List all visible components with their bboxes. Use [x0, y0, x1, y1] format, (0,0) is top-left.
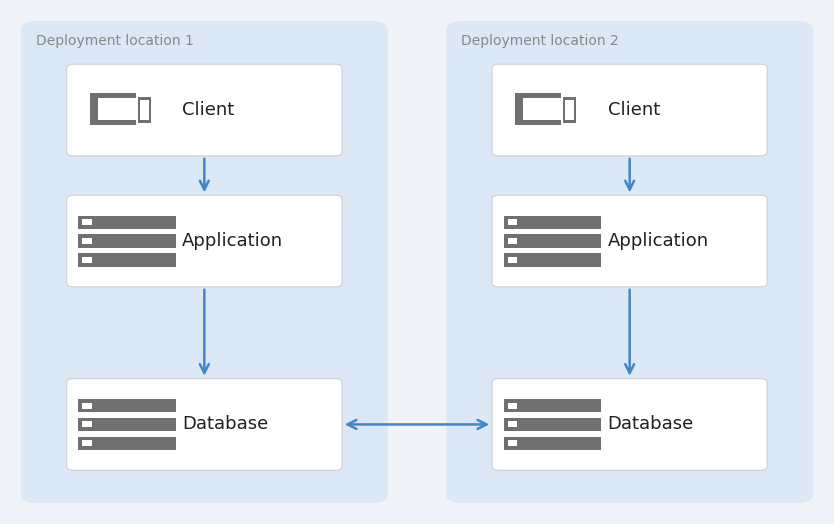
Text: Deployment location 1: Deployment location 1 [36, 34, 193, 48]
Bar [90, 94, 98, 125]
Text: Client: Client [183, 101, 234, 119]
Bar [83, 257, 92, 263]
Bar [515, 94, 523, 125]
FancyBboxPatch shape [67, 378, 342, 471]
Text: Application: Application [608, 232, 709, 250]
Bar [504, 418, 601, 431]
Bar [90, 93, 135, 98]
Bar [90, 120, 135, 125]
Bar [504, 215, 601, 229]
Text: Application: Application [183, 232, 284, 250]
Bar [78, 418, 176, 431]
Bar [138, 97, 151, 123]
FancyBboxPatch shape [492, 378, 767, 471]
Bar [78, 436, 176, 450]
Bar [508, 421, 517, 428]
Bar [504, 399, 601, 412]
Bar [508, 402, 517, 409]
Bar [78, 399, 176, 412]
Text: Database: Database [608, 416, 694, 433]
FancyBboxPatch shape [492, 195, 767, 287]
Bar [83, 421, 92, 428]
Bar [508, 219, 517, 225]
FancyBboxPatch shape [67, 64, 342, 156]
Bar [83, 238, 92, 244]
Bar [504, 436, 601, 450]
Bar [508, 440, 517, 446]
Bar [565, 101, 574, 119]
Bar [515, 93, 560, 98]
Bar [78, 234, 176, 248]
Bar [139, 101, 148, 119]
Text: Database: Database [183, 416, 269, 433]
Bar [508, 257, 517, 263]
Bar [515, 120, 560, 125]
Bar [504, 234, 601, 248]
FancyBboxPatch shape [21, 21, 388, 503]
FancyBboxPatch shape [67, 195, 342, 287]
Bar [78, 215, 176, 229]
Bar [83, 402, 92, 409]
Bar [83, 219, 92, 225]
FancyBboxPatch shape [492, 64, 767, 156]
Text: Deployment location 2: Deployment location 2 [461, 34, 619, 48]
Bar [83, 440, 92, 446]
Bar [508, 238, 517, 244]
Bar [78, 253, 176, 267]
Text: Client: Client [608, 101, 660, 119]
FancyBboxPatch shape [446, 21, 813, 503]
Bar [504, 253, 601, 267]
Bar [563, 97, 576, 123]
